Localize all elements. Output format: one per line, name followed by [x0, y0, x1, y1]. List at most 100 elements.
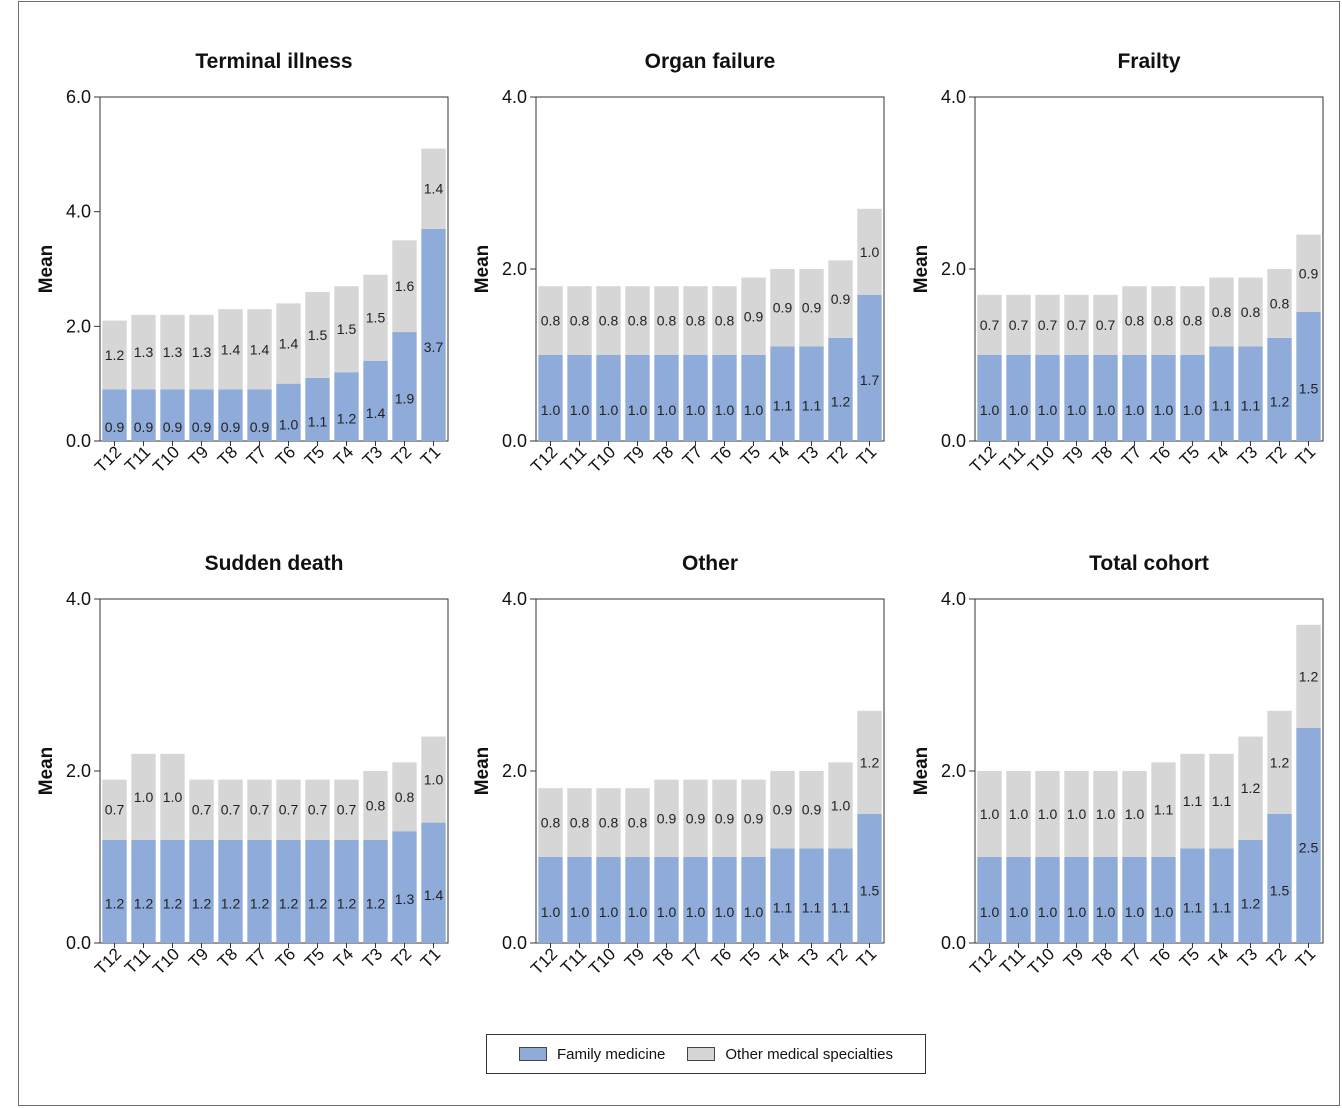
data-label-other-specialties: 1.5	[337, 321, 357, 337]
bar-family-medicine	[741, 857, 766, 943]
bar-family-medicine	[334, 839, 359, 943]
bar-family-medicine	[828, 848, 853, 943]
data-label-other-specialties: 1.0	[1009, 806, 1029, 822]
data-label-other-specialties: 0.8	[686, 313, 706, 329]
x-tick-label: T12	[966, 442, 1000, 476]
x-tick-label: T7	[679, 442, 706, 469]
bar-other-specialties	[160, 314, 185, 390]
bar-family-medicine	[1035, 355, 1060, 441]
x-tick-label: T2	[1263, 442, 1290, 469]
bar-family-medicine	[276, 383, 301, 441]
data-label-other-specialties: 0.8	[395, 789, 415, 805]
x-tick-label: T12	[966, 944, 1000, 978]
data-label-family-medicine: 1.2	[192, 895, 212, 911]
data-label-other-specialties: 0.7	[1067, 317, 1087, 333]
x-tick-label: T9	[1060, 944, 1087, 971]
x-tick-label: T6	[1147, 944, 1174, 971]
data-label-family-medicine: 0.9	[192, 419, 212, 435]
bar-other-specialties	[1035, 294, 1060, 355]
panel-title: Other	[682, 552, 738, 575]
data-label-family-medicine: 1.4	[366, 405, 386, 421]
bar-family-medicine	[363, 839, 388, 943]
data-label-other-specialties: 1.2	[860, 754, 880, 770]
data-label-other-specialties: 0.8	[1241, 304, 1261, 320]
legend-item-family-medicine: Family medicine	[519, 1046, 665, 1063]
x-tick-label: T1	[853, 442, 880, 469]
data-label-family-medicine: 1.0	[541, 904, 561, 920]
bar-family-medicine	[189, 839, 214, 943]
panel-title: Sudden death	[205, 552, 344, 575]
bar-other-specialties	[421, 736, 446, 823]
x-tick-label: T5	[737, 944, 764, 971]
data-label-other-specialties: 1.0	[1096, 806, 1116, 822]
data-label-family-medicine: 1.1	[308, 413, 328, 429]
data-label-other-specialties: 0.8	[570, 313, 590, 329]
bar-other-specialties	[1209, 753, 1234, 849]
bar-family-medicine	[770, 848, 795, 943]
panel-title: Organ failure	[645, 50, 776, 73]
x-tick-label: T9	[185, 442, 212, 469]
data-label-family-medicine: 1.5	[1270, 883, 1290, 899]
bar-family-medicine	[305, 839, 330, 943]
data-label-family-medicine: 1.3	[395, 891, 415, 907]
data-label-family-medicine: 0.9	[105, 419, 125, 435]
bar-family-medicine	[1093, 857, 1118, 943]
data-label-other-specialties: 1.2	[1299, 668, 1319, 684]
bar-family-medicine	[1209, 848, 1234, 943]
bar-family-medicine	[247, 389, 272, 441]
bar-family-medicine	[1180, 355, 1205, 441]
data-label-other-specialties: 1.5	[366, 310, 386, 326]
bar-family-medicine	[363, 360, 388, 441]
bar-other-specialties	[102, 779, 127, 840]
data-label-other-specialties: 0.8	[1212, 304, 1232, 320]
data-label-family-medicine: 1.2	[163, 895, 183, 911]
bar-other-specialties	[1238, 736, 1263, 840]
data-label-family-medicine: 1.0	[744, 904, 764, 920]
data-label-other-specialties: 1.1	[1183, 793, 1203, 809]
bar-family-medicine	[596, 857, 621, 943]
data-label-other-specialties: 0.9	[744, 810, 764, 826]
x-tick-label: T4	[766, 944, 793, 971]
bar-family-medicine	[1035, 857, 1060, 943]
x-tick-label: T2	[824, 442, 851, 469]
bar-other-specialties	[334, 779, 359, 840]
y-axis-title: Mean	[36, 245, 57, 294]
data-label-other-specialties: 1.0	[134, 789, 154, 805]
bar-family-medicine	[683, 355, 708, 441]
data-label-other-specialties: 0.7	[980, 317, 1000, 333]
data-label-other-specialties: 1.3	[134, 344, 154, 360]
bar-other-specialties	[741, 277, 766, 355]
bar-other-specialties	[392, 762, 417, 832]
data-label-other-specialties: 0.8	[657, 313, 677, 329]
panel-terminal-illness: Terminal illness Mean 0.0 2.0 4.0 6.0 0.9 1.2 T1…	[36, 50, 449, 477]
bar-family-medicine	[1151, 857, 1176, 943]
data-label-family-medicine: 1.1	[802, 900, 822, 916]
x-tick-label: T10	[585, 442, 619, 476]
data-label-other-specialties: 0.9	[744, 308, 764, 324]
data-label-other-specialties: 0.7	[250, 802, 270, 818]
bar-family-medicine	[596, 355, 621, 441]
y-tick-label: 2.0	[66, 316, 91, 336]
bar-family-medicine	[1209, 346, 1234, 441]
data-label-other-specialties: 1.4	[221, 341, 241, 357]
bar-other-specialties	[741, 779, 766, 857]
legend-item-other-specialties: Other medical specialties	[687, 1046, 893, 1063]
bar-family-medicine	[131, 839, 156, 943]
bar-family-medicine	[1267, 814, 1292, 943]
data-label-other-specialties: 0.8	[541, 815, 561, 831]
x-tick-label: T11	[557, 442, 590, 475]
data-label-other-specialties: 0.7	[279, 802, 299, 818]
bar-family-medicine	[305, 377, 330, 441]
x-tick-label: T3	[359, 442, 386, 469]
y-tick-label: 4.0	[502, 589, 527, 609]
y-axis-title: Mean	[911, 747, 932, 796]
x-tick-label: T12	[527, 442, 561, 476]
data-label-family-medicine: 1.0	[980, 904, 1000, 920]
data-label-other-specialties: 0.8	[1125, 313, 1145, 329]
bar-other-specialties	[828, 762, 853, 849]
x-tick-label: T5	[301, 944, 328, 971]
bar-other-specialties	[1267, 269, 1292, 338]
data-label-other-specialties: 0.9	[802, 300, 822, 316]
data-label-other-specialties: 0.8	[715, 313, 735, 329]
bar-family-medicine	[977, 355, 1002, 441]
